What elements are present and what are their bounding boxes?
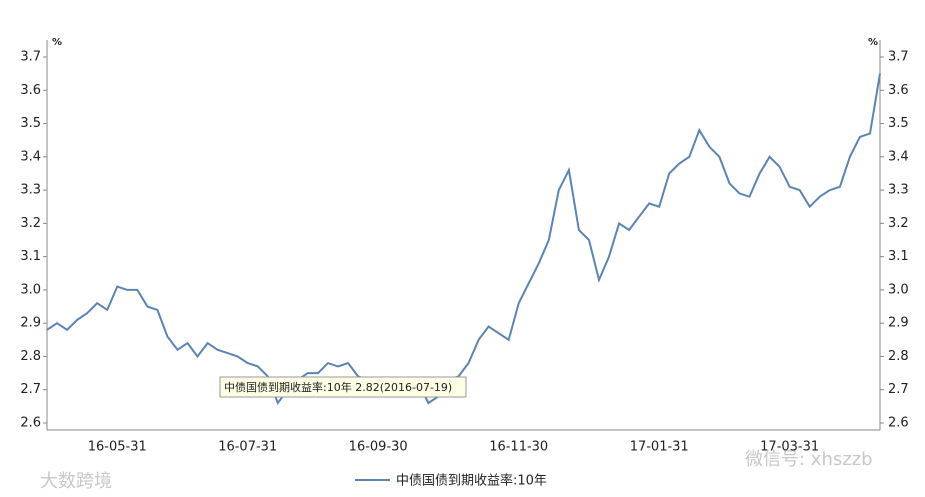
- y2-tick-label: 2.8: [888, 349, 909, 364]
- y-tick-label: 2.6: [20, 416, 41, 431]
- y2-tick-label: 3.0: [888, 282, 909, 297]
- x-tick-label: 16-11-30: [489, 440, 548, 455]
- y-tick-label: 2.7: [20, 382, 41, 397]
- tooltip-box: [219, 376, 467, 398]
- x-tick-label: 17-01-31: [630, 440, 689, 455]
- y2-tick-label: 2.6: [888, 416, 909, 431]
- y-tick-label: 3.3: [20, 183, 41, 198]
- y2-tick-label: 3.5: [888, 116, 909, 131]
- y2-tick-label: 3.3: [888, 183, 909, 198]
- y-tick-label: 3.0: [20, 282, 41, 297]
- y-tick-label: 2.9: [20, 316, 41, 331]
- x-tick-label: 17-03-31: [760, 440, 819, 455]
- y2-tick-label: 3.4: [888, 149, 909, 164]
- y-tick-label: 3.1: [20, 249, 41, 264]
- watermark: 微信号: xhszzb: [745, 449, 873, 470]
- y2-tick-label: 3.7: [888, 50, 909, 65]
- y-tick-label: 3.5: [20, 116, 41, 131]
- x-tick-label: 16-07-31: [218, 440, 277, 455]
- x-tick-label: 16-05-31: [88, 440, 147, 455]
- y2-tick-label: 2.9: [888, 316, 909, 331]
- y-tick-label: 3.6: [20, 83, 41, 98]
- legend-label: 中债国债到期收益率:10年: [396, 473, 547, 489]
- y-tick-label: 2.8: [20, 349, 41, 364]
- y-tick-label: 3.7: [20, 50, 41, 65]
- y-tick-label: 3.4: [20, 149, 41, 164]
- y-tick-label: 3.2: [20, 216, 41, 231]
- y2-tick-label: 3.1: [888, 249, 909, 264]
- watermark: 大数跨境: [40, 471, 112, 492]
- line: [46, 73, 881, 406]
- y2-tick-label: 3.6: [888, 83, 909, 98]
- unit-left: %: [52, 37, 62, 48]
- y2-tick-label: 3.2: [888, 216, 909, 231]
- x-tick-label: 16-09-30: [349, 440, 408, 455]
- unit-right: %: [868, 37, 878, 48]
- y2-tick-label: 2.7: [888, 382, 909, 397]
- tooltip: 中债国债到期收益率:10年 2.82(2016-07-19): [224, 380, 452, 394]
